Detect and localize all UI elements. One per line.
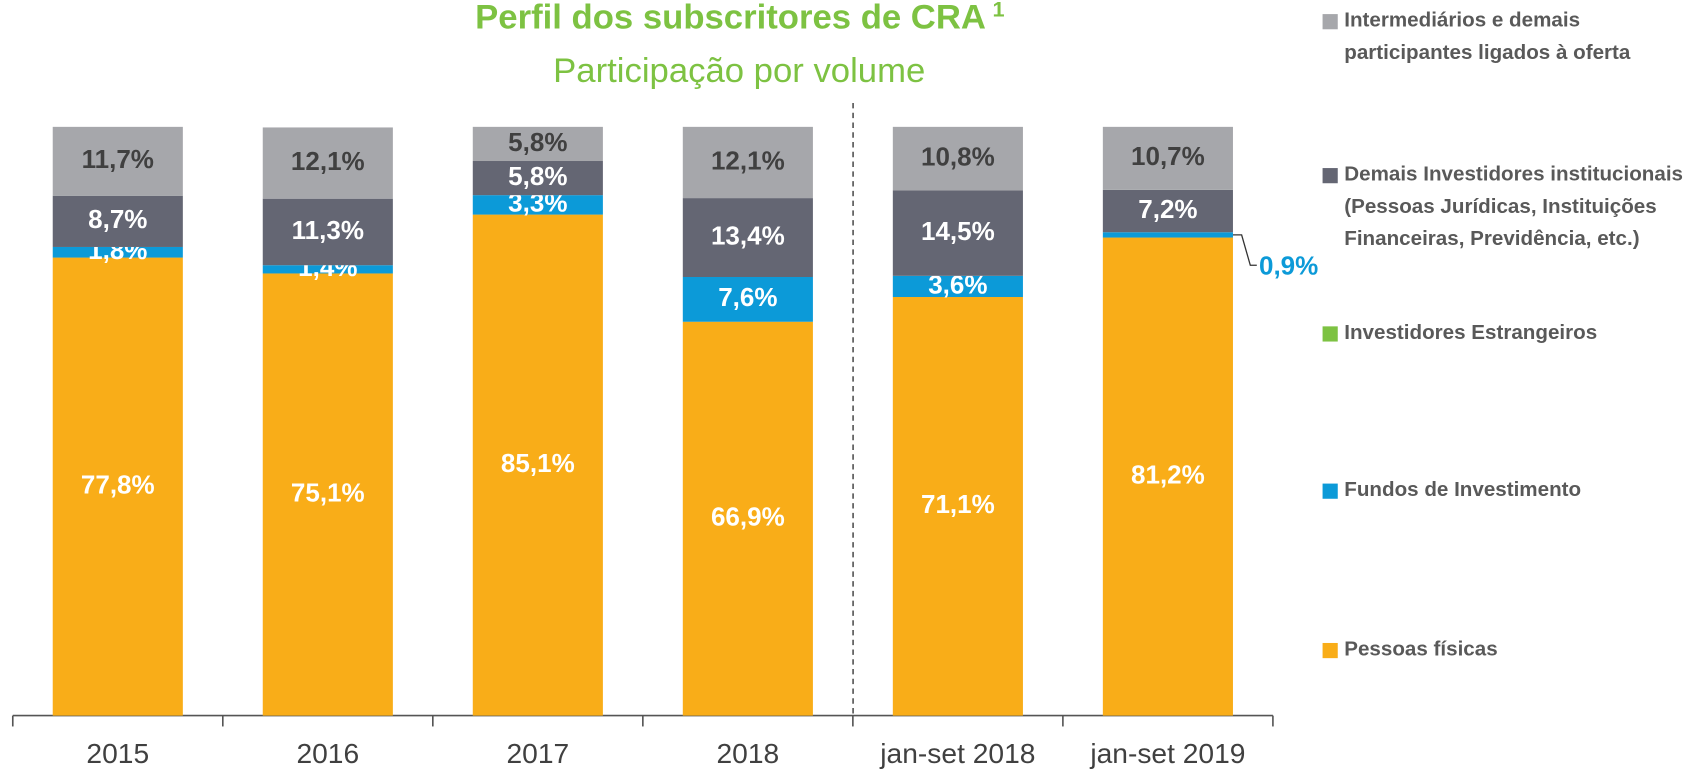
data-label: 7,6% <box>718 282 777 312</box>
data-label: 10,8% <box>921 142 995 172</box>
data-label: 75,1% <box>291 477 365 507</box>
bar-segment <box>892 190 1023 276</box>
x-tick-label: 2015 <box>86 737 149 769</box>
bar-segment <box>262 127 393 199</box>
bar-segment <box>682 321 813 716</box>
bar-segment <box>52 246 183 258</box>
bar-segment <box>1102 232 1233 238</box>
legend-line: Demais Investidores institucionais <box>1344 163 1683 186</box>
bar-segment <box>1102 126 1233 190</box>
chart-subtitle: Participação por volume <box>553 52 925 90</box>
x-tick-label: 2017 <box>506 737 569 769</box>
x-tick-label: jan-set 2019 <box>1089 737 1245 769</box>
data-label: 66,9% <box>711 502 785 532</box>
legend-line: Fundos de Investimento <box>1344 479 1581 502</box>
leader-line <box>1232 234 1257 266</box>
bar-segment <box>892 297 1023 716</box>
data-label: 0,9% <box>1259 250 1318 280</box>
data-label: 11,7% <box>82 144 154 174</box>
bar-segment <box>472 126 603 162</box>
data-label: 10,7% <box>1131 141 1205 171</box>
legend-label: Intermediários e demais participantes lig… <box>1344 9 1631 64</box>
data-label: 81,2% <box>1131 459 1205 489</box>
legend-line: Intermediários e demais <box>1344 9 1580 32</box>
legend-swatch <box>1322 483 1338 499</box>
data-label: 13,4% <box>711 220 785 250</box>
bar-segment <box>892 126 1023 191</box>
bar-segment <box>262 273 393 716</box>
bar-segment <box>52 126 183 196</box>
bar-segment <box>682 126 813 199</box>
legend-swatch <box>1322 168 1338 184</box>
bar-segment <box>472 161 603 196</box>
bar-segment <box>682 276 813 322</box>
bar-segment <box>892 275 1023 298</box>
title-note: 1 <box>992 0 1004 22</box>
legend-label: Demais Investidores institucionais (Pesso… <box>1344 163 1683 250</box>
data-label: 5,8% <box>508 127 567 157</box>
bar-segment <box>262 198 393 266</box>
data-label: 8,7% <box>88 204 147 234</box>
legend-label: Pessoas físicas <box>1344 638 1497 661</box>
data-label: 71,1% <box>921 489 995 519</box>
data-label: 85,1% <box>501 448 575 478</box>
data-label: 7,2% <box>1138 194 1197 224</box>
legend-line: (Pessoas Jurídicas, Instituições <box>1344 195 1656 218</box>
bar-segment <box>1102 237 1233 716</box>
data-label: 12,1% <box>291 146 365 176</box>
data-label: 5,8% <box>508 161 567 191</box>
legend-line: Pessoas físicas <box>1344 638 1497 661</box>
bar-segment <box>52 195 183 247</box>
bar-segment <box>52 257 183 716</box>
legend-swatch <box>1322 642 1338 659</box>
x-tick-label: jan-set 2018 <box>879 737 1035 769</box>
bar-segment <box>1102 189 1233 233</box>
legend-swatch <box>1322 326 1338 342</box>
data-label: 11,3% <box>292 215 364 245</box>
legend-label: Investidores Estrangeiros <box>1344 321 1597 344</box>
data-label: 12,1% <box>711 145 785 175</box>
legend-line: Financeiras, Previdência, etc.) <box>1344 227 1639 250</box>
data-label: 77,8% <box>81 469 155 499</box>
legend-line: participantes ligados à oferta <box>1344 41 1631 64</box>
x-tick-label: 2016 <box>296 737 359 769</box>
x-tick-label: 2018 <box>716 737 779 769</box>
legend-line: Investidores Estrangeiros <box>1344 321 1597 344</box>
chart-title: Perfil dos subscritores de CRA <box>475 0 986 37</box>
bar-segment <box>682 198 813 277</box>
bar-segment <box>472 214 603 716</box>
legend-label: Fundos de Investimento <box>1344 479 1581 502</box>
data-label: 14,5% <box>921 216 995 246</box>
bar-segment <box>472 195 603 215</box>
legend-swatch <box>1322 14 1338 30</box>
bar-segment <box>262 265 393 274</box>
